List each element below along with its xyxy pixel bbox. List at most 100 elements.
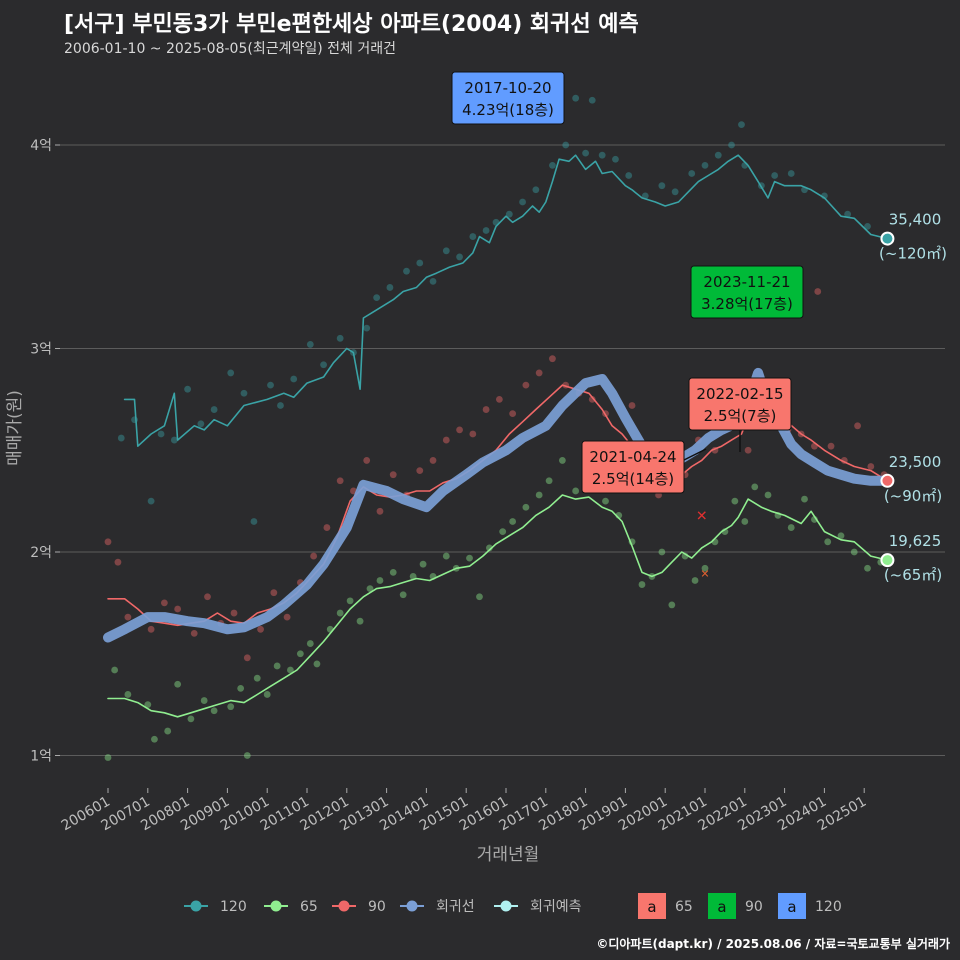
scatter-point — [160, 599, 168, 607]
annotation-box — [451, 71, 565, 125]
annotation-box — [690, 265, 804, 319]
end-value-label: 35,400 — [889, 211, 942, 229]
scatter-point — [151, 735, 158, 743]
scatter-point — [230, 609, 238, 617]
scatter-point — [376, 507, 384, 515]
scatter-point — [701, 161, 709, 169]
end-value-label: 23,500 — [889, 453, 942, 471]
scatter-point — [117, 434, 125, 442]
scatter-point — [363, 324, 371, 332]
scatter-point — [688, 170, 696, 177]
scatter-point — [273, 662, 281, 670]
legend-box-label: 65 — [675, 899, 693, 915]
scatter-point — [671, 188, 679, 196]
scatter-point — [854, 422, 861, 430]
scatter-point — [588, 96, 596, 104]
scatter-point — [787, 524, 795, 531]
scatter-point — [701, 564, 709, 572]
scatter-point — [469, 233, 477, 240]
y-axis-title: 매매가(원) — [5, 390, 25, 466]
scatter-point — [456, 253, 463, 261]
scatter-point — [658, 182, 666, 190]
scatter-point — [429, 277, 437, 285]
legend-box-label: 120 — [815, 899, 842, 915]
end-value-label: 19,625 — [889, 532, 942, 550]
legend-marker — [406, 900, 418, 912]
scatter-point — [549, 355, 556, 363]
scatter-point — [283, 613, 291, 621]
scatter-point — [287, 666, 294, 674]
scatter-point — [535, 369, 543, 377]
scatter-point — [505, 210, 513, 218]
scatter-point — [486, 544, 493, 552]
end-size-label: (~65㎡) — [884, 566, 942, 584]
annotation-text: 3.28억(17층) — [701, 295, 793, 313]
scatter-point — [310, 552, 318, 560]
scatter-point — [612, 155, 619, 163]
scatter-point — [336, 477, 344, 485]
scatter-point — [558, 457, 566, 464]
scatter-point — [190, 630, 198, 637]
scatter-point — [386, 284, 394, 291]
scatter-point — [187, 715, 195, 723]
scatter-point — [728, 141, 735, 149]
scatter-point — [157, 430, 165, 438]
scatter-point — [363, 457, 371, 464]
scatter-point — [346, 597, 354, 605]
scatter-point — [744, 446, 752, 454]
scatter-point — [476, 593, 483, 601]
scatter-point — [124, 691, 132, 698]
scatter-point — [668, 601, 676, 609]
scatter-point — [210, 707, 218, 715]
scatter-point — [389, 568, 397, 576]
scatter-point — [864, 564, 871, 572]
x-axis: 2006012007012008012009012010012011012012… — [59, 788, 869, 834]
scatter-point — [741, 518, 749, 525]
scatter-point — [764, 491, 772, 499]
scatter-point — [144, 701, 152, 709]
scatter-point — [522, 381, 530, 389]
end-labels: 35,400 (~120㎡) 23,500 (~90㎡) 19,625 (~65㎡) ✕ ✕ — [696, 211, 947, 585]
scatter-point — [787, 170, 795, 177]
scatter-point — [111, 666, 119, 674]
scatter-point — [147, 625, 155, 633]
scatter-point — [572, 487, 580, 495]
annotations: 2017-10-20 4.23억(18층) 2023-11-21 3.28억(17층)… — [451, 71, 804, 494]
scatter-point — [267, 381, 274, 389]
scatter-point — [323, 524, 331, 531]
scatter-point — [456, 426, 463, 434]
scatter-point — [356, 617, 364, 625]
scatter-point — [602, 497, 609, 505]
scatter-point — [522, 503, 530, 511]
scatter-point — [147, 497, 155, 505]
highlight-x-mark: ✕ — [700, 567, 709, 580]
series-line-120 — [123, 154, 889, 447]
scatter-point — [867, 463, 875, 470]
scatter-point — [572, 94, 580, 102]
scatter-point — [306, 341, 314, 348]
scatter-point — [738, 121, 745, 129]
scatter-point — [200, 697, 208, 704]
scatter-point — [469, 430, 477, 438]
legend-box-label: 90 — [745, 899, 763, 915]
scatter-point — [290, 375, 298, 383]
scatter-point — [442, 552, 450, 560]
scatter-point — [204, 593, 211, 601]
scatter-point — [174, 680, 182, 688]
scatter-point — [306, 640, 314, 647]
legend-label: 회귀선 — [436, 899, 475, 915]
scatter-point — [277, 402, 284, 409]
scatter-point — [250, 518, 258, 525]
scatter-point — [416, 259, 424, 267]
scatter-point — [535, 491, 543, 499]
y-axis: 1억 2억 3억 4억 — [30, 138, 60, 765]
scatter-point — [210, 406, 218, 413]
y-tick-label: 1억 — [30, 749, 52, 765]
scatter-point — [419, 560, 427, 568]
annotation-text: 4.23억(18층) — [462, 101, 554, 119]
scatter-point — [376, 577, 384, 584]
footer-credit: ©디아파트(dapt.kr) / 2025.08.06 / 자료=국토교통부 실… — [596, 937, 950, 951]
scatter-point — [313, 660, 321, 668]
scatter-point — [519, 198, 526, 206]
scatter-point — [257, 625, 264, 633]
